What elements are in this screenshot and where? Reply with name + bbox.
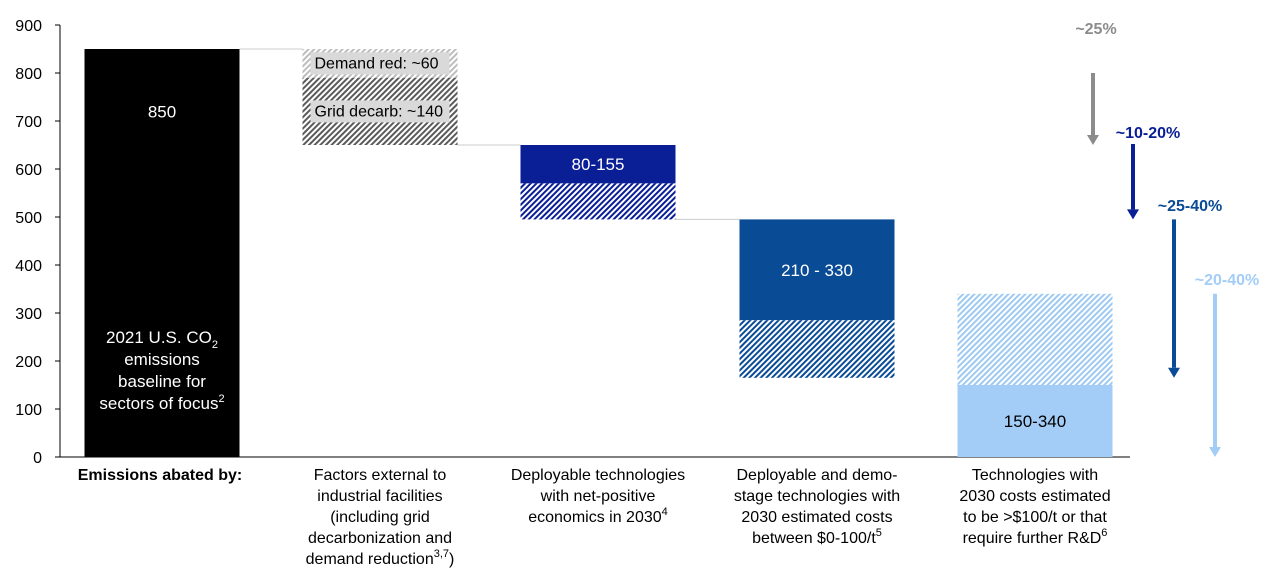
y-tick-label: 400 bbox=[15, 258, 42, 275]
value-label: 80-155 bbox=[572, 155, 625, 174]
category-label-sup: 6 bbox=[1101, 527, 1107, 539]
reduction-label: ~10-20% bbox=[1116, 125, 1181, 142]
category-label-part: economics in 2030 bbox=[528, 509, 662, 526]
category-label-part: Deployable and demo- bbox=[737, 467, 898, 484]
bar-segment-4-1 bbox=[957, 385, 1113, 457]
baseline-text-line: sectors of focus2 bbox=[99, 393, 224, 413]
category-label-part: stage technologies with bbox=[734, 488, 900, 505]
category-label-line: stage technologies with bbox=[734, 488, 900, 505]
category-label-line: decarbonization and bbox=[308, 530, 452, 547]
category-label-part: with net-positive bbox=[540, 488, 656, 505]
category-label-part: between $0-100/t bbox=[752, 530, 876, 547]
segment-label: Demand red: ~60 bbox=[315, 55, 439, 72]
baseline-text-part: emissions bbox=[124, 350, 200, 369]
y-tick-label: 700 bbox=[15, 114, 42, 131]
value-label: 150-340 bbox=[1004, 412, 1066, 431]
bar-segment-4-0 bbox=[957, 293, 1113, 385]
category-label-part: require further R&D bbox=[963, 530, 1102, 547]
category-label-line: economics in 20304 bbox=[528, 506, 668, 526]
category-labels: Emissions abated by: Factors external to… bbox=[78, 467, 1111, 568]
reduction-arrows: ~25% ~10-20% ~25-40% ~20-40% bbox=[1075, 21, 1259, 457]
baseline-text-part: 2021 U.S. CO bbox=[106, 328, 212, 347]
category-label-line: with net-positive bbox=[540, 488, 656, 505]
value-label: 850 bbox=[148, 102, 176, 121]
baseline-text-sup: 2 bbox=[218, 393, 224, 405]
reduction-arrow-head bbox=[1087, 135, 1099, 145]
row-label: Emissions abated by: bbox=[78, 467, 243, 484]
connector-lines bbox=[239, 48, 740, 220]
category-label-line: Technologies with bbox=[972, 467, 1098, 484]
segment-label-bg bbox=[310, 52, 450, 75]
segment-label-bg bbox=[310, 100, 450, 123]
reduction-arrow-head bbox=[1209, 447, 1221, 457]
bar-segment-2-1 bbox=[520, 183, 676, 220]
bar-segment-0-0 bbox=[84, 49, 240, 457]
baseline-text-part: sectors of focus bbox=[99, 394, 218, 413]
category-label-part: industrial facilities bbox=[317, 488, 442, 505]
baseline-text-part: baseline for bbox=[118, 372, 206, 391]
category-label-sup: 3,7 bbox=[434, 548, 449, 560]
baseline-text-line: 2021 U.S. CO2 bbox=[106, 328, 218, 351]
baseline-text-line: baseline for bbox=[118, 372, 206, 391]
category-label-line: between $0-100/t5 bbox=[752, 527, 882, 547]
category-label-line: to be >$100/t or that bbox=[963, 509, 1107, 526]
y-tick-label: 300 bbox=[15, 306, 42, 323]
category-label-line: 2030 costs estimated bbox=[959, 488, 1110, 505]
category-label-part: demand reduction bbox=[306, 551, 434, 568]
y-tick-label: 0 bbox=[33, 450, 42, 467]
segment-label: Grid decarb: ~140 bbox=[315, 103, 444, 120]
category-label-part: decarbonization and bbox=[308, 530, 452, 547]
category-label-sup: 5 bbox=[876, 527, 882, 539]
y-tick-label: 100 bbox=[15, 402, 42, 419]
category-label-part: (including grid bbox=[330, 509, 430, 526]
y-tick-label: 200 bbox=[15, 354, 42, 371]
category-label-part: Factors external to bbox=[314, 467, 447, 484]
category-label-line: 2030 estimated costs bbox=[741, 509, 892, 526]
category-label-line: Deployable and demo- bbox=[737, 467, 898, 484]
category-label-line: industrial facilities bbox=[317, 488, 442, 505]
category-label-line: (including grid bbox=[330, 509, 430, 526]
reduction-arrow-head bbox=[1127, 209, 1139, 220]
category-label-part: 2030 costs estimated bbox=[959, 488, 1110, 505]
category-label-part: 2030 estimated costs bbox=[741, 509, 892, 526]
y-tick-label: 500 bbox=[15, 210, 42, 227]
y-tick-label: 800 bbox=[15, 66, 42, 83]
category-label-line: require further R&D6 bbox=[963, 527, 1108, 547]
category-label-tail: ) bbox=[449, 551, 454, 568]
category-label-part: Deployable technologies bbox=[511, 467, 685, 484]
reduction-label: ~20-40% bbox=[1195, 272, 1260, 289]
category-label-part: to be >$100/t or that bbox=[963, 509, 1107, 526]
y-tick-label: 900 bbox=[15, 18, 42, 35]
y-tick-label: 600 bbox=[15, 162, 42, 179]
category-label-sup: 4 bbox=[662, 506, 668, 518]
reduction-label: ~25-40% bbox=[1158, 198, 1223, 215]
baseline-text-sub: 2 bbox=[212, 339, 218, 351]
value-label: 210 - 330 bbox=[781, 261, 853, 280]
category-label-line: Deployable technologies bbox=[511, 467, 685, 484]
category-label-line: Factors external to bbox=[314, 467, 447, 484]
category-label-line: demand reduction3,7) bbox=[306, 548, 455, 568]
reduction-label: ~25% bbox=[1075, 21, 1116, 38]
reduction-arrow-head bbox=[1168, 367, 1180, 378]
bar-segment-3-0 bbox=[739, 219, 895, 321]
bar-segment-3-1 bbox=[739, 320, 895, 378]
bar-segment-2-0 bbox=[520, 145, 676, 184]
baseline-text-line: emissions bbox=[124, 350, 200, 369]
category-label-part: Technologies with bbox=[972, 467, 1098, 484]
